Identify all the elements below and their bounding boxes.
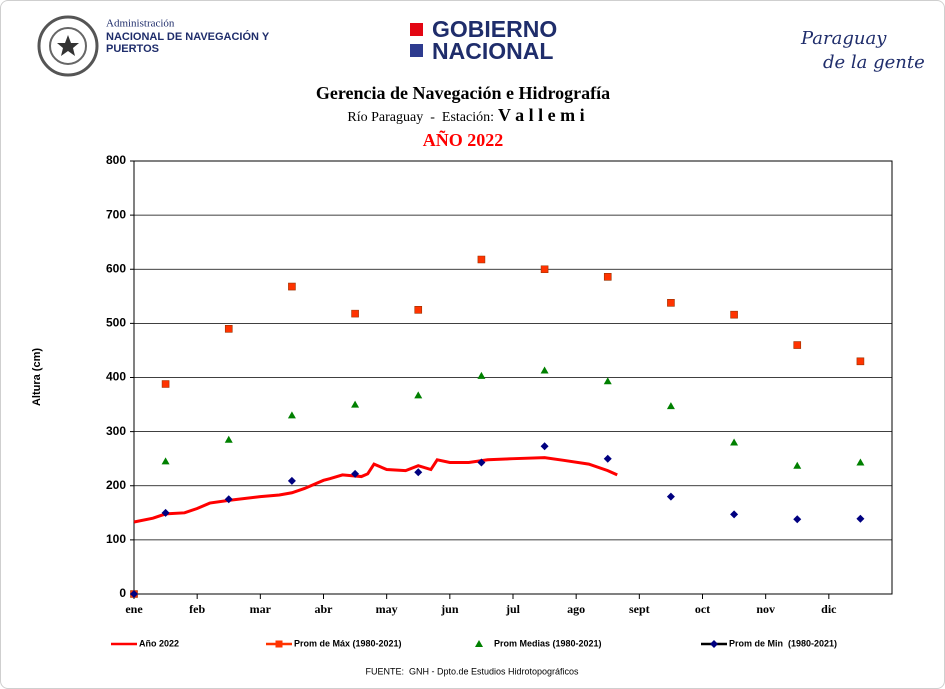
y-tick-label: 0	[119, 586, 126, 600]
legend-label: Año 2022	[139, 638, 179, 648]
data-point	[224, 495, 233, 504]
y-tick-label: 700	[106, 207, 126, 221]
data-point	[793, 461, 802, 469]
data-point	[666, 402, 675, 410]
station-name: V a l l e m i	[498, 105, 585, 125]
data-point	[540, 442, 549, 451]
data-point	[856, 458, 865, 466]
data-point	[793, 341, 802, 349]
data-point	[793, 515, 802, 524]
data-point	[603, 454, 612, 463]
x-tick-label: abr	[315, 602, 334, 616]
data-point	[603, 273, 612, 281]
data-point	[540, 265, 549, 274]
y-tick-label: 800	[106, 153, 126, 167]
year-label: AÑO 2022	[423, 129, 504, 150]
data-point	[540, 366, 549, 374]
data-point	[603, 377, 612, 385]
data-point	[287, 411, 296, 419]
x-tick-label: feb	[189, 602, 205, 616]
data-point	[288, 282, 296, 291]
gov-square	[410, 44, 423, 57]
legend-marker	[275, 640, 283, 648]
data-point	[161, 380, 170, 388]
x-tick-label: sept	[629, 602, 650, 616]
y-tick-label: 400	[106, 370, 126, 384]
legend-label: Prom de Máx (1980-2021)	[294, 638, 402, 648]
x-tick-label: nov	[756, 602, 775, 616]
agency-text: PUERTOS	[106, 43, 159, 55]
data-point	[224, 324, 233, 333]
data-point	[414, 391, 423, 399]
legend-label: Prom Medias (1980-2021)	[494, 638, 602, 648]
slogan: de la gente	[823, 52, 925, 73]
data-point	[351, 400, 360, 408]
x-tick-label: jun	[440, 602, 459, 616]
data-point	[666, 492, 675, 501]
gov-text: GOBIERNO	[432, 16, 557, 42]
data-point	[477, 371, 486, 379]
data-point	[414, 306, 423, 314]
data-line	[133, 456, 618, 524]
data-point	[667, 299, 675, 307]
y-axis-label: Altura (cm)	[31, 348, 43, 406]
seal-star	[57, 35, 79, 56]
data-point	[856, 357, 865, 366]
data-point	[730, 438, 739, 446]
x-tick-label: jul	[505, 602, 521, 616]
data-point	[477, 255, 486, 264]
y-tick-label: 200	[106, 478, 126, 492]
x-tick-label: dic	[821, 602, 837, 616]
gov-text: NACIONAL	[432, 38, 553, 64]
x-tick-label: ene	[125, 602, 143, 616]
data-point	[351, 309, 359, 318]
y-tick-label: 600	[106, 261, 126, 275]
data-point	[161, 508, 170, 517]
x-tick-label: mar	[250, 602, 272, 616]
data-point	[161, 457, 170, 465]
gov-square	[410, 23, 423, 36]
chart-title: Gerencia de Navegación e Hidrografía	[316, 83, 610, 103]
chart-subtitle: Río Paraguay - Estación:	[347, 110, 494, 125]
legend-marker	[475, 640, 483, 647]
data-point	[224, 435, 233, 443]
x-tick-label: oct	[695, 602, 710, 616]
agency-text: NACIONAL DE NAVEGACIÓN Y	[106, 30, 270, 43]
x-tick-label: ago	[567, 602, 585, 616]
slogan: Paraguay	[800, 28, 887, 49]
y-tick-label: 100	[106, 532, 126, 546]
data-point	[414, 468, 423, 477]
data-point	[730, 310, 738, 319]
y-tick-label: 500	[106, 316, 126, 330]
data-point	[477, 458, 486, 467]
data-point	[287, 476, 296, 485]
data-point	[856, 514, 865, 523]
agency-text: Administración	[106, 18, 175, 30]
data-point	[730, 510, 739, 519]
source-note: FUENTE: GNH - Dpto.de Estudios Hidrotopo…	[365, 666, 579, 676]
x-tick-label: may	[376, 602, 398, 616]
legend-label: Prom de Min (1980-2021)	[729, 638, 837, 648]
data-point	[130, 590, 138, 598]
legend-marker	[710, 640, 718, 648]
y-tick-label: 300	[106, 424, 126, 438]
data-point	[351, 469, 360, 478]
